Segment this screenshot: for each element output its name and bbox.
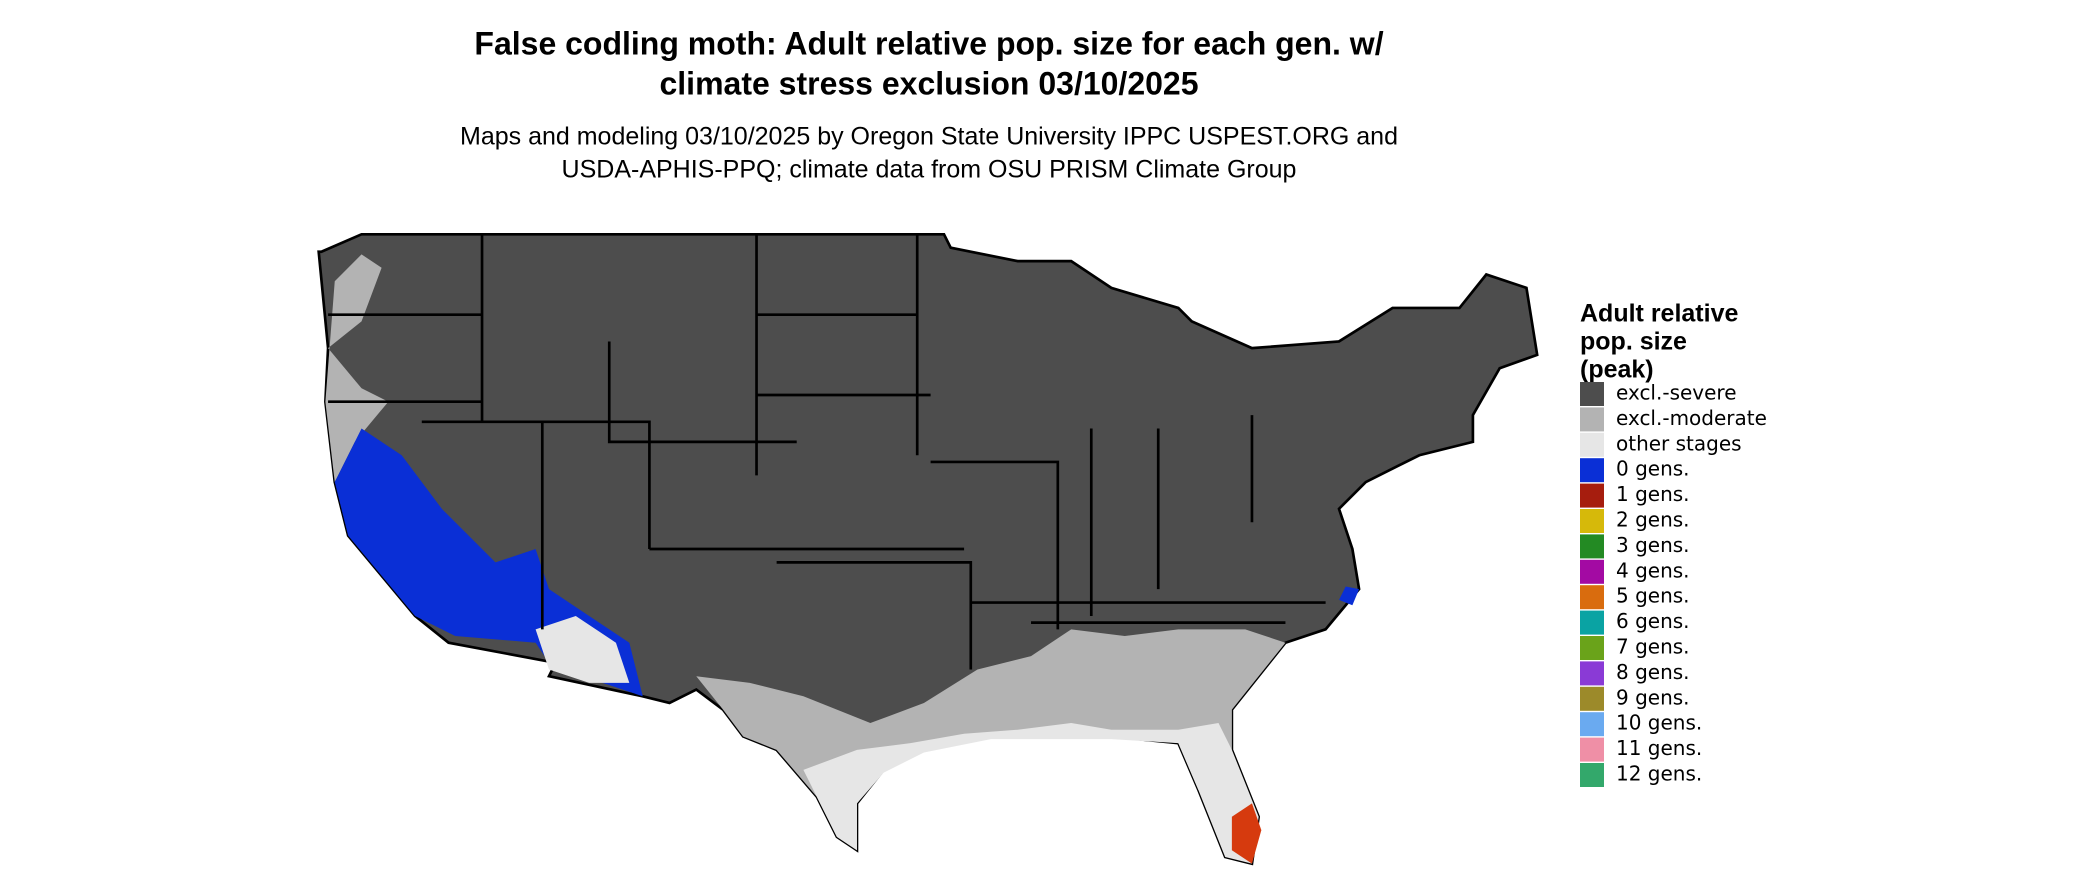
other-zone [803, 723, 1259, 864]
legend-swatch [1580, 737, 1604, 762]
legend-swatch [1580, 686, 1604, 711]
legend-swatch [1580, 636, 1604, 660]
legend-swatch [1580, 534, 1604, 559]
subtitle: Maps and modeling 03/10/2025 by Oregon S… [460, 123, 1398, 151]
legend-label: 5 gens. [1616, 584, 1690, 608]
legend-title: Adult relative [1580, 300, 1738, 328]
legend: Adult relative pop. size (peak) excl.-se… [1580, 300, 1767, 787]
legend-label: 1 gens. [1616, 482, 1690, 506]
legend-label: 4 gens. [1616, 558, 1690, 582]
legend-title: pop. size [1580, 328, 1687, 356]
legend-label: other stages [1616, 431, 1742, 455]
legend-swatch [1580, 509, 1604, 533]
title: climate stress exclusion 03/10/2025 [659, 65, 1198, 101]
legend-swatch [1580, 661, 1604, 686]
zero-gens-zone [1339, 586, 1360, 606]
map [317, 232, 1539, 866]
legend-swatch [1580, 559, 1604, 584]
legend-swatch [1580, 763, 1604, 787]
legend-label: 10 gens. [1616, 711, 1702, 735]
legend-swatch [1580, 712, 1604, 737]
legend-swatch [1580, 407, 1604, 432]
legend-label: 11 gens. [1616, 736, 1702, 760]
legend-swatch [1580, 483, 1604, 508]
one-gens-zone [1231, 803, 1262, 864]
legend-label: 12 gens. [1616, 762, 1702, 786]
legend-title: (peak) [1580, 356, 1654, 384]
legend-swatch [1580, 458, 1604, 483]
legend-label: 8 gens. [1616, 660, 1690, 684]
legend-label: 3 gens. [1616, 533, 1690, 557]
legend-label: excl.-moderate [1616, 406, 1767, 430]
subtitle: USDA-APHIS-PPQ; climate data from OSU PR… [562, 156, 1297, 184]
title: False codling moth: Adult relative pop. … [474, 25, 1383, 61]
legend-label: 2 gens. [1616, 508, 1690, 532]
legend-label: 6 gens. [1616, 609, 1690, 633]
other-zone [535, 615, 630, 683]
legend-label: 9 gens. [1616, 685, 1690, 709]
legend-label: 7 gens. [1616, 635, 1690, 659]
legend-swatch [1580, 432, 1604, 457]
legend-swatch [1580, 585, 1604, 610]
legend-label: excl.-severe [1616, 381, 1737, 405]
legend-swatch [1580, 610, 1604, 635]
moderate-zone [325, 254, 389, 483]
state-borders [328, 234, 1326, 670]
legend-label: 0 gens. [1616, 457, 1690, 481]
legend-swatch [1580, 382, 1604, 406]
